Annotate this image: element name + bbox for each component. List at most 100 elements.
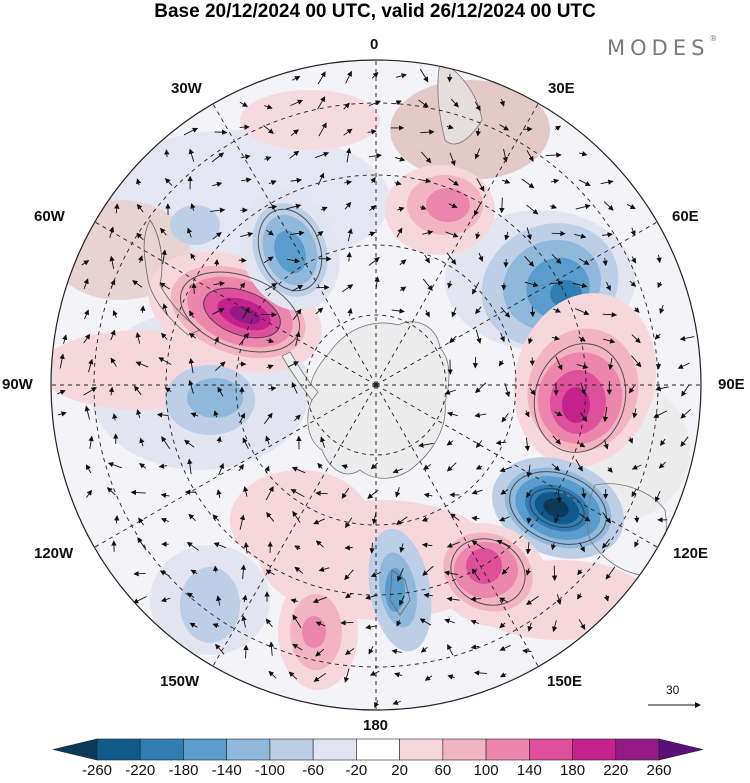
wind-vector xyxy=(110,357,117,367)
wind-vector xyxy=(156,412,169,418)
wind-vector xyxy=(213,281,226,287)
wind-vector xyxy=(521,178,535,189)
wind-vector xyxy=(471,540,485,550)
wind-vector xyxy=(371,511,378,525)
wind-vector xyxy=(475,128,482,137)
wind-vector xyxy=(214,129,228,135)
wind-vector xyxy=(470,644,480,650)
wind-vector xyxy=(263,125,274,134)
wind-vector xyxy=(211,152,225,163)
wind-vector xyxy=(367,489,379,499)
wind-vector xyxy=(553,307,561,313)
colorbar-swatch xyxy=(572,738,617,761)
wind-vector xyxy=(365,594,378,600)
wind-vector xyxy=(320,436,326,448)
wind-vector xyxy=(140,305,146,313)
wind-vector xyxy=(241,177,252,183)
wind-vector xyxy=(132,280,143,288)
wind-vector xyxy=(471,515,480,522)
colorbar-swatch xyxy=(442,738,487,761)
wind-vector xyxy=(423,492,433,498)
colorbar-tick-label: 140 xyxy=(516,762,542,779)
wind-vector xyxy=(554,514,560,524)
wind-vector xyxy=(188,513,196,522)
wind-vector xyxy=(420,151,432,164)
wind-vector xyxy=(602,406,609,423)
wind-vector xyxy=(243,644,249,659)
colorbar-tick-label: 260 xyxy=(646,762,672,779)
wind-vector xyxy=(190,412,199,418)
wind-vector xyxy=(374,276,380,289)
wind-vector xyxy=(600,179,614,185)
wind-vector xyxy=(631,355,642,368)
wind-vector xyxy=(217,386,224,397)
wind-vector xyxy=(423,592,433,599)
wind-vector xyxy=(499,197,505,214)
wind-vector xyxy=(240,231,254,238)
wind-vector xyxy=(575,308,590,316)
wind-vector xyxy=(524,437,531,452)
wind-vector xyxy=(472,282,480,295)
wind-vector xyxy=(579,513,591,522)
label-lon-0: 0 xyxy=(370,36,379,53)
wind-vector xyxy=(501,178,511,184)
wind-vector xyxy=(446,462,457,472)
wind-vector xyxy=(210,207,226,213)
wind-vector xyxy=(555,356,563,371)
wind-vector xyxy=(656,254,662,264)
wind-vector xyxy=(158,357,172,365)
wind-vector xyxy=(368,257,380,266)
wind-vector xyxy=(607,466,613,473)
wind-vector xyxy=(522,648,532,654)
wind-vector xyxy=(288,671,298,680)
wind-vector xyxy=(550,178,560,184)
wind-vector xyxy=(241,615,247,628)
wind-vector xyxy=(84,309,89,320)
wind-vector xyxy=(370,462,378,470)
wind-vector xyxy=(446,440,454,446)
wind-vector xyxy=(449,335,457,344)
wind-vector xyxy=(525,542,531,555)
label-lon-150w: 150W xyxy=(160,673,200,690)
wind-vector xyxy=(578,258,590,265)
wind-vector xyxy=(265,486,274,501)
anomaly-field xyxy=(51,60,701,710)
wind-vector xyxy=(476,178,485,192)
wind-vector xyxy=(422,565,434,576)
wind-vector xyxy=(574,233,587,239)
wind-vector xyxy=(633,307,640,313)
wind-vector xyxy=(318,566,330,572)
wind-vector xyxy=(216,489,222,499)
wind-vector xyxy=(446,124,454,130)
label-lon-90e: 90E xyxy=(718,376,745,393)
wind-vector xyxy=(420,129,435,135)
wind-vector xyxy=(109,226,115,238)
wind-vector xyxy=(529,306,536,318)
wind-vector xyxy=(212,308,225,315)
wind-vector xyxy=(475,306,482,315)
wind-vector xyxy=(679,335,695,342)
wind-vector xyxy=(268,204,278,210)
wind-vector xyxy=(184,439,195,448)
wind-vector xyxy=(344,569,354,581)
wind-vector xyxy=(137,537,147,551)
wind-vector xyxy=(653,410,668,418)
wind-vector xyxy=(370,571,382,577)
wind-vector xyxy=(444,389,456,395)
wind-vector xyxy=(554,411,563,416)
wind-vector xyxy=(213,259,220,267)
wind-vector xyxy=(344,648,355,655)
wind-vector xyxy=(164,387,172,393)
wind-vector xyxy=(369,205,377,211)
colorbar-tick-label: -220 xyxy=(125,762,156,779)
wind-vector xyxy=(524,255,535,267)
wind-vector xyxy=(164,149,170,158)
wind-vector xyxy=(502,148,508,163)
label-lon-120e: 120E xyxy=(673,545,709,562)
colorbar-tick-label: 100 xyxy=(473,762,499,779)
colorbar-swatch xyxy=(269,738,314,761)
wind-vector xyxy=(371,71,379,79)
wind-vector xyxy=(108,386,115,396)
wind-vector xyxy=(289,230,305,236)
